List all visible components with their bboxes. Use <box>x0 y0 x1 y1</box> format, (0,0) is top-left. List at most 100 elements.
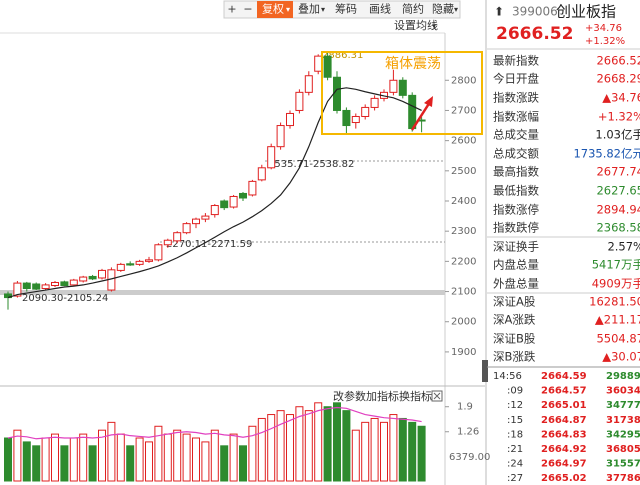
row-label: 指数涨跌 <box>493 91 539 105</box>
volume-bar <box>304 410 313 482</box>
candle-body <box>51 281 59 287</box>
tick-time: :27 <box>507 473 523 484</box>
row-label: 最新指数 <box>493 54 539 68</box>
tick-volume: 34295 <box>606 429 640 440</box>
candle-body <box>69 279 78 286</box>
tick-price: 2665.02 <box>541 473 587 484</box>
volume-bar <box>342 410 351 482</box>
tick-price: 2665.01 <box>541 400 587 411</box>
candle-body <box>276 125 285 148</box>
arrow-head <box>424 96 433 107</box>
tick-time: :12 <box>507 400 523 411</box>
candle-body <box>248 180 257 196</box>
hide[interactable]: 隐藏 <box>432 3 454 16</box>
candle-body <box>342 109 351 127</box>
close-indicator[interactable] <box>431 390 443 402</box>
indicator-button[interactable]: 换指标 <box>399 389 432 403</box>
candle-body <box>163 239 172 246</box>
row-label: 深B涨跌 <box>493 350 536 364</box>
candle-body <box>286 112 294 127</box>
volume-bar <box>41 437 50 482</box>
volume-bar <box>408 421 417 482</box>
volume-bar <box>145 441 153 482</box>
tick-time: :15 <box>507 415 523 426</box>
candle-body <box>239 192 247 199</box>
volume-bar <box>210 429 219 482</box>
volume-bar <box>417 425 426 482</box>
row-value: 2668.29 <box>596 72 640 86</box>
overlay[interactable]: 叠加 <box>298 3 320 16</box>
volume-bar <box>380 421 388 482</box>
ma-setting[interactable]: 设置均线 <box>394 18 438 32</box>
candle-body <box>361 106 370 117</box>
candle-body <box>220 200 229 209</box>
volume-bar <box>314 402 323 482</box>
volume-unit: 6379.00 <box>449 452 490 463</box>
candle-body <box>304 75 313 93</box>
row-label: 外盘总量 <box>493 277 539 291</box>
tick-price: 2664.57 <box>541 386 587 397</box>
volume-bar <box>389 414 398 482</box>
volume-bar <box>286 414 294 482</box>
switch-icon[interactable]: ⬆ <box>494 5 504 19</box>
row-value: 2677.74 <box>596 165 640 179</box>
tick-price: 2664.92 <box>541 444 587 455</box>
volume-bar <box>248 425 257 482</box>
restore-rights[interactable]: 复权 <box>262 2 284 16</box>
volume-bar <box>79 433 88 482</box>
volume-bar <box>107 421 116 482</box>
candle-body <box>267 146 276 169</box>
candle-body <box>135 260 144 265</box>
candle-body <box>210 205 219 216</box>
y-tick-label: 2500 <box>451 166 476 177</box>
y-tick-label: 2200 <box>451 256 476 267</box>
stock-name: 创业板指 <box>556 3 616 21</box>
annotation-label: 2270.11-2271.59 <box>166 239 252 250</box>
zoom-in[interactable]: + <box>227 3 236 16</box>
collapse-toggle[interactable] <box>482 360 488 382</box>
volume-bar <box>4 437 12 482</box>
volume-bar <box>126 445 135 482</box>
row-label: 指数跌停 <box>493 221 539 235</box>
y-tick-label: 2400 <box>451 196 476 207</box>
row-value: 2.57% <box>607 240 640 254</box>
candle-body <box>116 263 125 271</box>
volume-bar <box>295 406 304 482</box>
volume-bar <box>22 441 31 482</box>
y-tick-label: 2300 <box>451 226 476 237</box>
candle-body <box>229 195 238 208</box>
y-tick-label: 2600 <box>451 136 476 147</box>
volume-bar <box>13 429 22 482</box>
candle-body <box>389 79 398 93</box>
row-label: 深证A股 <box>493 295 536 309</box>
quote-panel: ⬆ 399006 创业板指 2666.52 +34.76 +1.32% <box>487 3 640 368</box>
volume-bar <box>323 406 332 482</box>
volume-bar <box>398 417 407 482</box>
volume-bar <box>192 437 200 482</box>
volume-bar <box>98 429 106 482</box>
draw-line[interactable]: 画线 <box>369 2 391 16</box>
chips[interactable]: 筹码 <box>335 2 357 16</box>
dropdown-arrow: ▾ <box>321 5 325 14</box>
dropdown-arrow: ▾ <box>432 22 436 31</box>
v-tick-label: 1.9 <box>457 402 473 413</box>
volume-bar <box>116 433 125 482</box>
row-label: 指数涨幅 <box>493 110 539 124</box>
row-value: 5504.87 <box>596 332 640 346</box>
close-x <box>433 392 441 400</box>
volume-bar <box>361 421 370 482</box>
peak-label: 2886.31 <box>322 50 363 61</box>
zoom-out[interactable]: − <box>243 3 252 16</box>
box-label: 箱体震荡 <box>385 56 441 72</box>
dropdown-arrow: ▾ <box>454 5 458 14</box>
tick-volume: 36805 <box>606 444 640 455</box>
row-label: 内盘总量 <box>493 258 539 272</box>
indicator-button[interactable]: 加指标 <box>366 389 399 403</box>
row-value: +1.32% <box>598 110 640 124</box>
tick-volume: 37786 <box>606 473 640 484</box>
row-label: 深证B股 <box>493 332 536 346</box>
simple[interactable]: 简约 <box>402 2 424 16</box>
indicator-button[interactable]: 改参数 <box>333 389 366 403</box>
